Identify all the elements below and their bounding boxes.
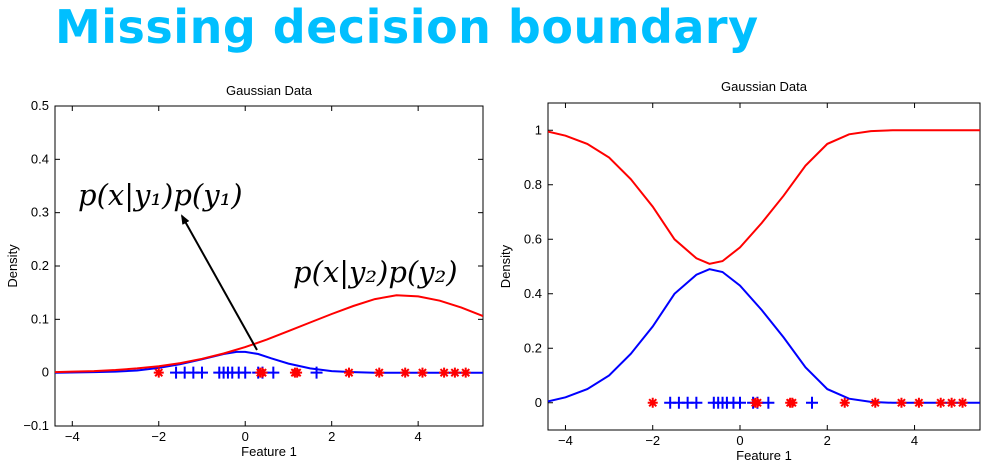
y-tick-label: 1: [535, 122, 542, 137]
class1-joint-label: p(x|y₁)p(y₁): [78, 178, 243, 212]
y-tick-label: 0.4: [524, 286, 542, 301]
annotation-arrow: [181, 214, 258, 351]
right-posterior-chart: Gaussian Data −4 −2 0 2 4 0 0.2 0.4 0.6 0.8 1 Featur…: [498, 79, 981, 463]
class2-point: [913, 397, 924, 408]
class2-point: [460, 367, 471, 378]
series-line-blue: [548, 268, 980, 404]
class1-point: [267, 366, 280, 379]
class2-point: [946, 397, 957, 408]
x-tick-label: 4: [415, 429, 422, 444]
y-tick-label: 0: [535, 395, 542, 410]
x-tick-label: −2: [151, 429, 166, 444]
x-tick-label: −4: [65, 429, 80, 444]
x-tick-label: 0: [736, 433, 743, 448]
slide-title: Missing decision boundary: [55, 0, 759, 54]
series-line-red: [55, 294, 483, 374]
plot-frame: [547, 102, 981, 431]
class2-point: [343, 367, 354, 378]
class2-point: [839, 397, 850, 408]
class2-point: [870, 397, 881, 408]
y-tick-label: −0.1: [23, 418, 49, 433]
class2-point: [957, 397, 968, 408]
y-tick-label: 0.3: [31, 205, 49, 220]
class1-point: [239, 366, 252, 379]
class2-point: [439, 367, 450, 378]
class2-point: [153, 367, 164, 378]
left-density-chart: Gaussian Data −4 −2 0 2 4 −0.1 0 0.1 0.2 0.3 0.4 0.5…: [5, 83, 484, 459]
class1-point: [690, 396, 703, 409]
x-axis-label: Feature 1: [736, 448, 792, 463]
y-tick-label: 0.2: [31, 258, 49, 273]
y-tick-label: 0.4: [31, 151, 49, 166]
x-tick-label: −4: [558, 433, 573, 448]
class2-point: [647, 397, 658, 408]
chart-title: Gaussian Data: [226, 83, 313, 98]
class2-point: [896, 397, 907, 408]
series-line-red: [548, 129, 980, 265]
x-tick-label: 0: [242, 429, 249, 444]
class2-point: [257, 367, 268, 378]
class1-point: [734, 396, 746, 409]
class2-point: [374, 367, 385, 378]
x-tick-label: 4: [911, 433, 918, 448]
y-tick-label: 0: [42, 365, 49, 380]
x-tick-label: 2: [328, 429, 335, 444]
class2-point: [787, 397, 798, 408]
class1-point: [310, 366, 323, 379]
y-tick-label: 0.8: [524, 177, 542, 192]
y-tick-label: 0.2: [524, 340, 542, 355]
class1-point: [762, 396, 775, 409]
class2-point: [417, 367, 428, 378]
y-tick-label: 0.6: [524, 231, 542, 246]
class2-point: [752, 397, 763, 408]
x-tick-label: −2: [645, 433, 660, 448]
x-tick-label: 2: [824, 433, 831, 448]
class2-joint-label: p(x|y₂)p(y₂): [293, 255, 458, 289]
class1-point: [195, 366, 208, 379]
class2-point: [449, 367, 460, 378]
class2-point: [935, 397, 946, 408]
y-axis-label: Density: [498, 244, 513, 288]
chart-title: Gaussian Data: [721, 79, 808, 94]
class1-point: [806, 396, 818, 409]
y-tick-label: 0.5: [31, 98, 49, 113]
y-axis-label: Density: [5, 244, 20, 288]
x-axis-label: Feature 1: [241, 444, 297, 459]
class2-point: [292, 367, 303, 378]
y-tick-label: 0.1: [31, 311, 49, 326]
class2-point: [400, 367, 411, 378]
